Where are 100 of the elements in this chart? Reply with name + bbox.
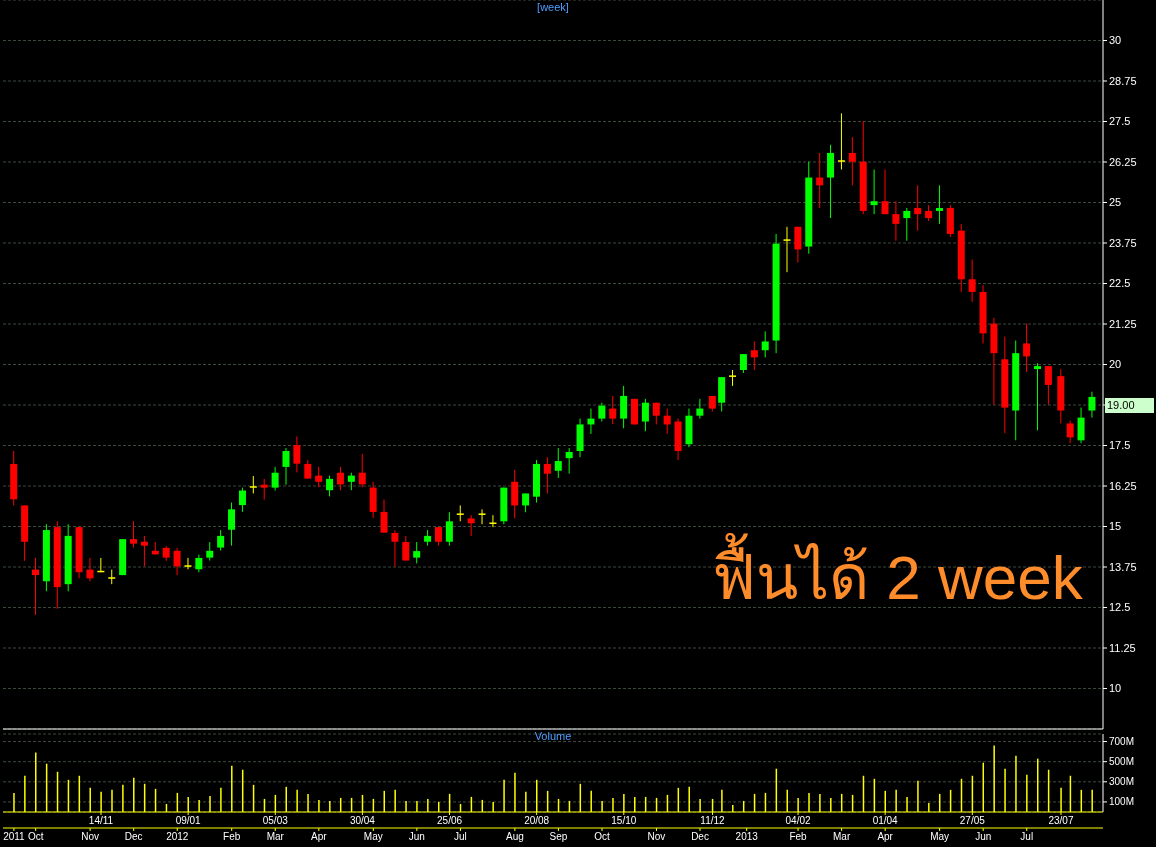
chart-title: [week] [536, 1, 570, 13]
y-tick-label: 12.5 [1109, 601, 1131, 614]
x-tick-label: 11/12 [700, 815, 726, 827]
x2-tick-label: Aug [505, 831, 524, 843]
candlestick [837, 112, 846, 170]
candlestick [238, 487, 246, 513]
x-tick-label: 04/02 [785, 815, 811, 827]
x2-tick-label: Feb [223, 831, 241, 843]
x-tick-label: 15/10 [611, 815, 637, 827]
x-tick-label: 05/03 [262, 815, 289, 827]
candlestick [271, 466, 279, 492]
y-tick-label: 28.75 [1109, 74, 1137, 87]
candlestick [696, 398, 704, 420]
y-tick-label: 25 [1109, 196, 1122, 209]
x2-tick-label: Apr [311, 831, 328, 843]
x2-tick-label: May [930, 831, 950, 843]
x-tick-label: 09/01 [175, 815, 202, 827]
y-tick-label: 20 [1109, 358, 1122, 371]
x-tick-label: 20/08 [524, 815, 550, 827]
candlestick [663, 408, 671, 435]
y-tick-label: 16.25 [1109, 479, 1137, 492]
y-tick-label: 30 [1109, 34, 1122, 47]
candlestick [750, 341, 758, 371]
candlestick [935, 184, 943, 225]
candlestick [641, 398, 649, 432]
candlestick [609, 395, 617, 425]
y-tick-label: 17.5 [1109, 439, 1131, 452]
candlestick [86, 557, 94, 582]
candlestick [206, 541, 214, 562]
candlestick [870, 168, 878, 215]
candlestick [260, 478, 268, 501]
x2-tick-label: Oct [594, 831, 611, 843]
candlestick [304, 459, 312, 480]
x2-tick-label: Dec [691, 831, 709, 843]
candlestick [1033, 362, 1041, 431]
x2-tick-label: 2011 [3, 831, 26, 843]
candlestick [1066, 420, 1074, 444]
chart-title: Volume [533, 730, 573, 742]
candlestick [183, 557, 193, 570]
y-tick-label: 27.5 [1109, 115, 1131, 128]
candlestick [391, 529, 399, 568]
x-tick-label: 01/04 [872, 815, 899, 827]
candlestick [1023, 323, 1031, 373]
candlestick [511, 469, 519, 519]
x2-tick-label: 2013 [735, 831, 759, 843]
y-tick-label: 13.75 [1109, 560, 1137, 573]
candlestick [598, 402, 606, 423]
candlestick [1044, 365, 1052, 406]
candlestick [554, 447, 562, 479]
candlestick [782, 226, 792, 273]
x2-tick-label: Feb [789, 831, 808, 843]
x-tick-label: 14/11 [88, 815, 114, 827]
candlestick [794, 226, 802, 263]
candlestick [402, 535, 410, 562]
candlestick [140, 535, 148, 567]
x-tick-label: 23/07 [1048, 815, 1074, 827]
candlestick [543, 456, 551, 494]
candlestick [282, 447, 290, 486]
candlestick [315, 466, 323, 488]
x2-tick-label: Oct [27, 831, 44, 843]
candlestick [761, 330, 769, 358]
candlestick [434, 526, 442, 547]
candlestick [914, 184, 922, 232]
x2-tick-label: Mar [266, 831, 285, 843]
candlestick [522, 492, 530, 513]
candlestick [881, 168, 889, 215]
x2-tick-label: Mar [833, 831, 851, 843]
candlestick [413, 541, 421, 564]
x-tick-label: 30/04 [349, 815, 376, 827]
candlestick [217, 529, 225, 551]
y-tick-label: 15 [1109, 520, 1122, 533]
x2-tick-label: 2012 [166, 831, 189, 843]
y-tick-label: 22.5 [1109, 277, 1131, 290]
y-tick-label: 700M [1109, 736, 1135, 748]
candlestick [228, 502, 236, 547]
y-tick-label: 23.75 [1109, 236, 1137, 249]
candlestick [293, 435, 301, 473]
candlestick [848, 136, 856, 186]
x2-tick-label: Apr [877, 831, 894, 843]
x2-tick-label: Jul [454, 831, 467, 843]
y-tick-label: 10 [1109, 682, 1122, 695]
y-tick-label: 100M [1109, 796, 1135, 808]
x2-tick-label: Jun [408, 831, 425, 843]
candlestick [620, 385, 628, 429]
candlestick [173, 547, 181, 576]
x2-tick-label: Nov [647, 831, 666, 843]
candlestick [130, 520, 138, 549]
x2-tick-label: Dec [124, 831, 143, 843]
candlestick [467, 514, 475, 537]
candlestick [1088, 391, 1096, 419]
candlestick [739, 353, 747, 374]
x-tick-label: 27/05 [959, 815, 986, 827]
candlestick [477, 508, 487, 525]
x2-tick-label: Jul [1020, 831, 1034, 843]
candlestick [892, 200, 900, 242]
x2-tick-label: Sep [549, 831, 568, 843]
candlestick [326, 475, 334, 497]
annotation: ฟื้นได้ 2 week [712, 532, 1083, 614]
y-tick-label: 500M [1109, 756, 1135, 768]
x2-tick-label: Jun [975, 831, 992, 843]
